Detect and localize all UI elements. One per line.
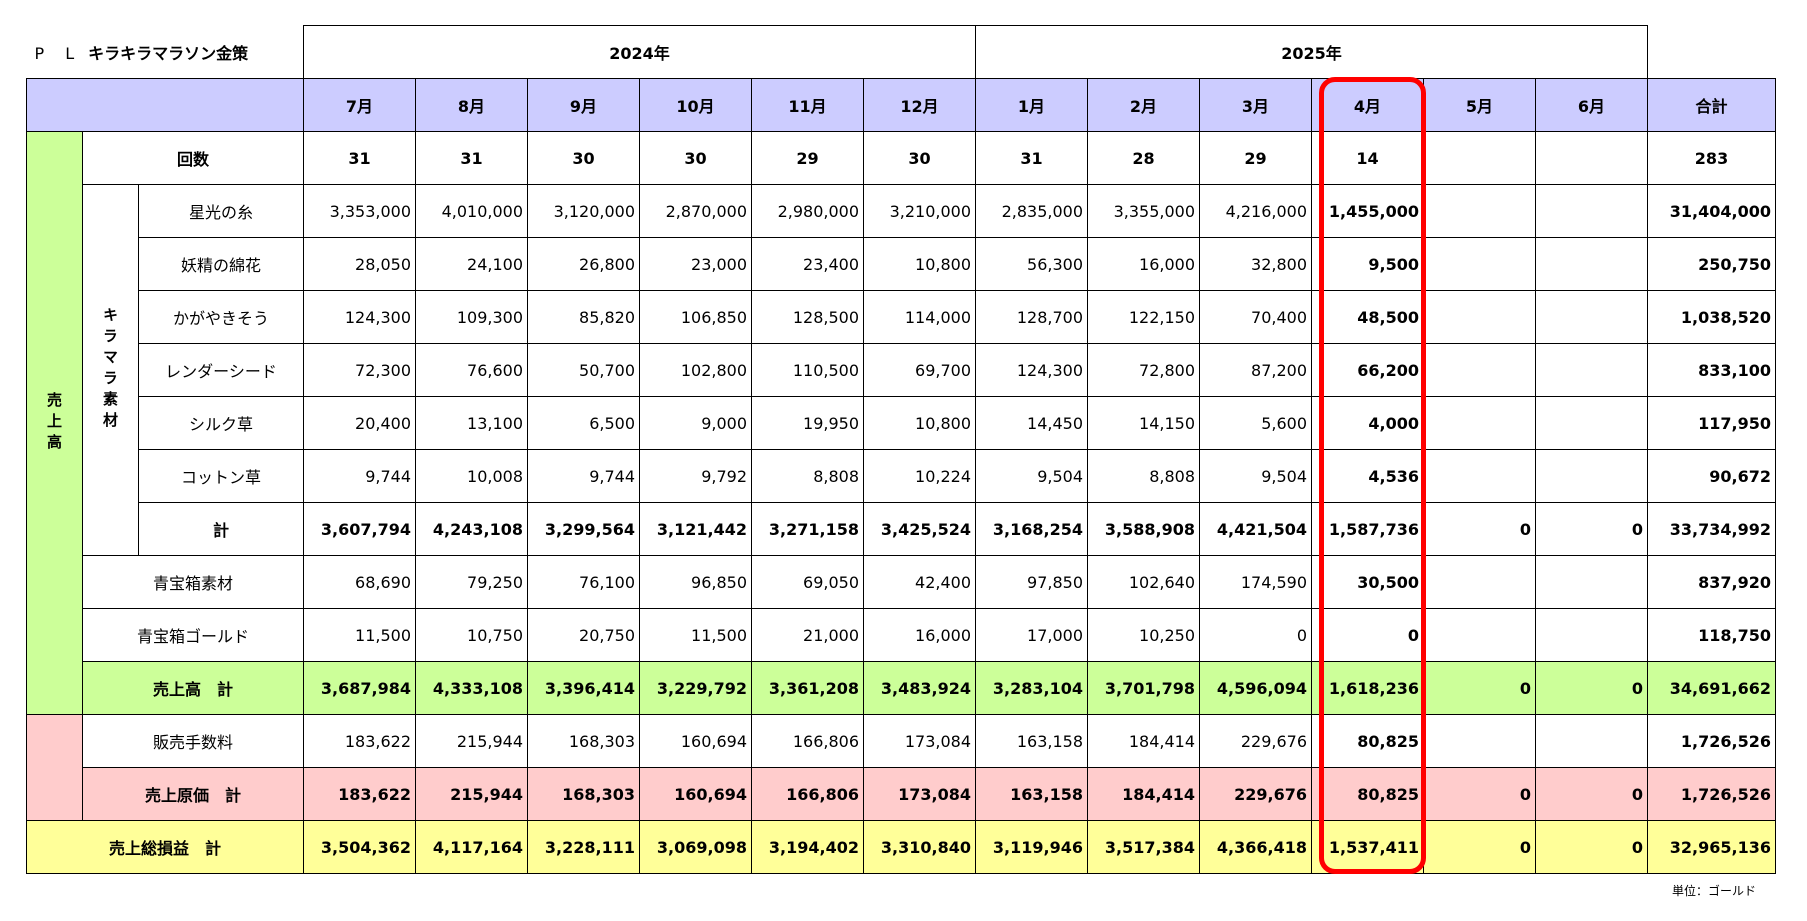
table-row: 妖精の綿花 28,050 24,100 26,800 23,000 23,400… bbox=[27, 237, 1776, 291]
sales-group-label: 売上高 bbox=[26, 131, 83, 715]
table-row: シルク草 20,400 13,100 6,500 9,000 19,950 10… bbox=[27, 396, 1776, 450]
month-header-row: 7月 8月 9月 10月 11月 12月 1月 2月 3月 4月 5月 6月 合… bbox=[26, 78, 1776, 132]
pl-table: P L キラキラマラソン金策 2024年 2025年 7月 8月 9月 10月 1… bbox=[26, 25, 1776, 874]
year-header-row: P L キラキラマラソン金策 2024年 2025年 bbox=[27, 25, 1776, 79]
count-row: 売上高 回数 31 31 30 30 29 30 31 28 29 14 283 bbox=[26, 131, 1776, 715]
unit-note: 単位：ゴールド bbox=[1672, 884, 1757, 898]
table-title: P L キラキラマラソン金策 bbox=[27, 26, 304, 79]
total-header: 合計 bbox=[1647, 78, 1776, 132]
year-2025: 2025年 bbox=[975, 25, 1648, 79]
table-row: 青宝箱ゴールド 11,500 10,750 20,750 11,500 21,0… bbox=[27, 608, 1776, 662]
month-header: 4月 bbox=[1311, 78, 1424, 132]
table-row: かがやきそう 124,300 109,300 85,820 106,850 12… bbox=[27, 290, 1776, 344]
month-header: 1月 bbox=[975, 78, 1088, 132]
material-subtotal-row: 計 3,607,794 4,243,108 3,299,564 3,121,44… bbox=[27, 502, 1776, 556]
gross-total-row: 売上総損益 計 3,504,362 4,117,164 3,228,111 3,… bbox=[26, 820, 1776, 874]
month-header: 9月 bbox=[527, 78, 640, 132]
month-header: 10月 bbox=[639, 78, 752, 132]
count-label: 回数 bbox=[82, 131, 304, 185]
pl-prefix: P L bbox=[34, 43, 83, 63]
table-row: 青宝箱素材 68,690 79,250 76,100 96,850 69,050… bbox=[27, 555, 1776, 609]
cost-group-label bbox=[26, 714, 83, 821]
table-row: キラマラ素材 星光の糸 3,353,000 4,010,000 3,120,00… bbox=[27, 184, 1776, 556]
cost-total-row: 売上原価 計 183,622 215,944 168,303 160,694 1… bbox=[27, 767, 1776, 821]
month-header: 6月 bbox=[1535, 78, 1648, 132]
table-row: レンダーシード 72,300 76,600 50,700 102,800 110… bbox=[27, 343, 1776, 397]
year-2024: 2024年 bbox=[303, 25, 976, 79]
table-row: コットン草 9,744 10,008 9,744 9,792 8,808 10,… bbox=[27, 449, 1776, 503]
month-header: 7月 bbox=[303, 78, 416, 132]
month-header: 12月 bbox=[863, 78, 976, 132]
month-header: 8月 bbox=[415, 78, 528, 132]
pl-table-container: P L キラキラマラソン金策 2024年 2025年 7月 8月 9月 10月 1… bbox=[26, 25, 1776, 874]
month-header: 5月 bbox=[1423, 78, 1536, 132]
title-name: キラキラマラソン金策 bbox=[88, 43, 249, 63]
month-header: 3月 bbox=[1199, 78, 1312, 132]
materials-group-label: キラマラ素材 bbox=[82, 184, 139, 556]
month-header: 2月 bbox=[1087, 78, 1200, 132]
count-total: 283 bbox=[1647, 131, 1776, 185]
table-row: 販売手数料 183,622 215,944 168,303 160,694 16… bbox=[26, 714, 1776, 821]
sales-total-row: 売上高 計 3,687,984 4,333,108 3,396,414 3,22… bbox=[27, 661, 1776, 715]
month-header: 11月 bbox=[751, 78, 864, 132]
